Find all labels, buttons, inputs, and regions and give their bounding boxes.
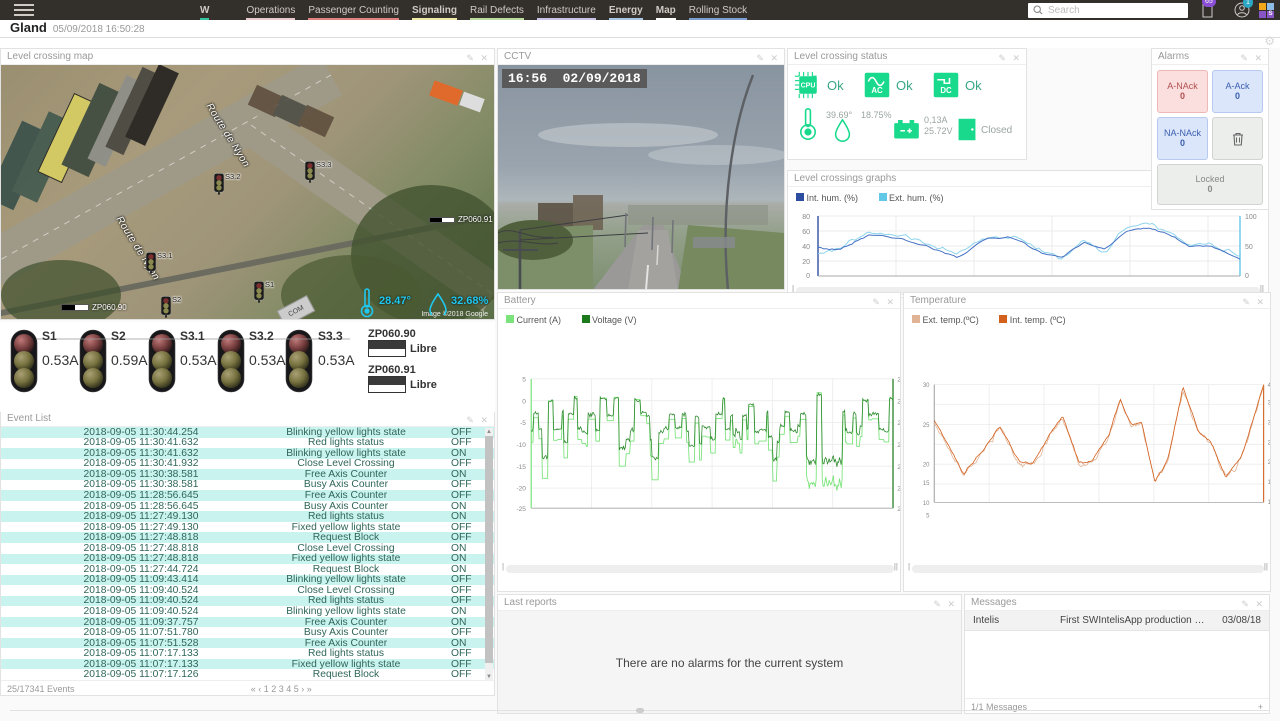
svg-text:26.6: 26.6 <box>897 420 900 427</box>
svg-text:60: 60 <box>802 229 810 236</box>
svg-text:0: 0 <box>806 273 810 280</box>
svg-text:80: 80 <box>802 214 810 221</box>
svg-text:15: 15 <box>1268 480 1270 486</box>
svg-text:25: 25 <box>1268 440 1270 446</box>
svg-text:26.0: 26.0 <box>897 486 900 493</box>
svg-text:50: 50 <box>1245 244 1253 251</box>
svg-text:AC: AC <box>871 86 883 95</box>
svg-text:26.4: 26.4 <box>897 442 900 449</box>
svg-text:10: 10 <box>923 501 930 507</box>
svg-text:10: 10 <box>1268 500 1270 506</box>
svg-text:40: 40 <box>1268 383 1270 389</box>
svg-text:DC: DC <box>940 86 952 95</box>
svg-text:20: 20 <box>1268 460 1270 466</box>
svg-text:25: 25 <box>923 423 930 429</box>
svg-text:25.8: 25.8 <box>897 506 900 513</box>
svg-text:100: 100 <box>1245 214 1257 221</box>
svg-text:35: 35 <box>1268 401 1270 407</box>
svg-text:CPU: CPU <box>801 83 816 90</box>
svg-text:30: 30 <box>923 383 930 389</box>
svg-text:20: 20 <box>923 463 930 469</box>
svg-text:20: 20 <box>802 259 810 266</box>
svg-text:-25: -25 <box>516 506 526 513</box>
svg-text:-10: -10 <box>516 442 526 449</box>
svg-text:26.2: 26.2 <box>897 464 900 471</box>
svg-text:-20: -20 <box>516 486 526 493</box>
svg-text:0: 0 <box>522 398 526 405</box>
svg-text:-5: -5 <box>520 420 526 427</box>
svg-text:40: 40 <box>802 244 810 251</box>
svg-text:27.0: 27.0 <box>897 376 900 383</box>
svg-text:5: 5 <box>522 376 526 383</box>
svg-text:15: 15 <box>923 481 930 487</box>
svg-text:30: 30 <box>1268 420 1270 426</box>
svg-text:0: 0 <box>1245 273 1249 280</box>
svg-text:-15: -15 <box>516 464 526 471</box>
svg-text:5: 5 <box>926 513 930 519</box>
svg-text:26.8: 26.8 <box>897 398 900 405</box>
